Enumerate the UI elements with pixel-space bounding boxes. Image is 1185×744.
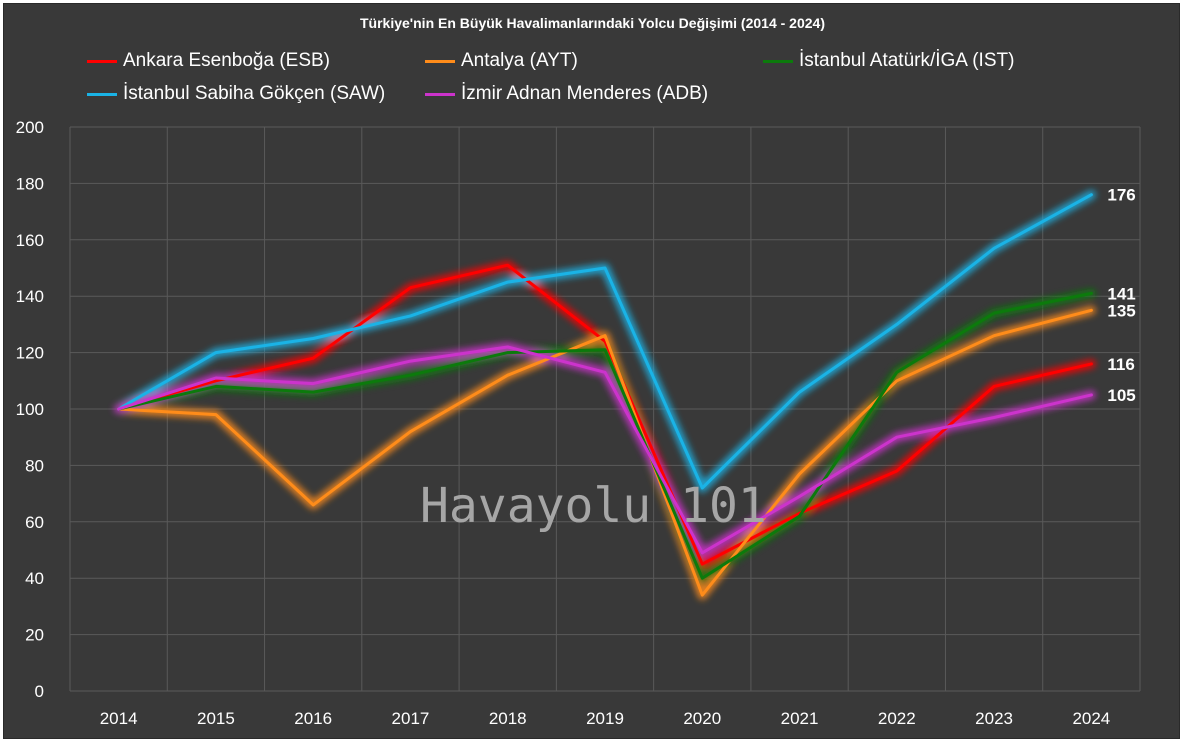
legend-swatch-ayt — [425, 59, 455, 63]
x-tick-label: 2021 — [781, 709, 819, 728]
legend-label-ist: İstanbul Atatürk/İGA (IST) — [799, 50, 1015, 71]
legend-label-ayt: Antalya (AYT) — [461, 50, 578, 71]
legend-swatch-esb — [87, 59, 117, 63]
x-axis-ticks: 2014 2015 2016 2017 2018 2019 2020 2021 2022 2023… — [100, 709, 1111, 728]
x-tick-label: 2020 — [683, 709, 721, 728]
x-tick-label: 2019 — [586, 709, 624, 728]
y-tick-label: 20 — [25, 626, 44, 645]
legend-swatch-ist — [763, 59, 793, 63]
x-tick-label: 2024 — [1072, 709, 1110, 728]
y-tick-label: 120 — [16, 344, 44, 363]
y-tick-label: 180 — [16, 174, 44, 193]
y-tick-label: 100 — [16, 400, 44, 419]
series-lines — [117, 193, 1093, 597]
y-tick-label: 40 — [25, 569, 44, 588]
y-axis-ticks: 0 20 40 60 80 100 120 140 160 180 200 — [16, 118, 44, 701]
series-line-2 — [117, 291, 1093, 580]
y-tick-label: 140 — [16, 287, 44, 306]
legend-swatch-adb — [425, 92, 455, 96]
end-label-2: 141 — [1107, 284, 1135, 303]
series-line-3 — [117, 193, 1093, 490]
end-label-3: 176 — [1107, 186, 1135, 205]
x-tick-label: 2016 — [294, 709, 332, 728]
end-label-4: 105 — [1107, 386, 1135, 405]
legend-item-saw: İstanbul Sabiha Gökçen (SAW) — [87, 81, 385, 107]
y-tick-label: 200 — [16, 118, 44, 137]
y-tick-label: 80 — [25, 456, 44, 475]
y-tick-label: 160 — [16, 231, 44, 250]
legend-swatch-saw — [87, 92, 117, 96]
gridlines — [69, 126, 1141, 692]
end-label-0: 116 — [1107, 355, 1134, 374]
y-tick-label: 0 — [35, 682, 44, 701]
legend-label-esb: Ankara Esenboğa (ESB) — [123, 50, 331, 71]
y-tick-label: 60 — [25, 513, 44, 532]
legend-item-ist: İstanbul Atatürk/İGA (IST) — [763, 48, 1014, 74]
legend-label-adb: İzmir Adnan Menderes (ADB) — [461, 83, 709, 104]
series-line-4 — [117, 345, 1093, 555]
series-line-1 — [117, 308, 1093, 597]
legend-item-adb: İzmir Adnan Menderes (ADB) — [425, 81, 708, 107]
end-label-1: 135 — [1107, 301, 1135, 320]
x-tick-label: 2017 — [392, 709, 430, 728]
legend-item-ayt: Antalya (AYT) — [425, 48, 578, 74]
legend-label-saw: İstanbul Sabiha Gökçen (SAW) — [123, 83, 386, 104]
legend-item-esb: Ankara Esenboğa (ESB) — [87, 48, 330, 74]
legend: Ankara Esenboğa (ESB) Antalya (AYT) İsta… — [0, 0, 1185, 120]
x-tick-label: 2014 — [100, 709, 138, 728]
x-tick-label: 2015 — [197, 709, 235, 728]
x-tick-label: 2023 — [975, 709, 1013, 728]
chart-title: Türkiye'nin En Büyük Havalimanlarındaki … — [360, 15, 825, 31]
x-tick-label: 2022 — [878, 709, 916, 728]
x-tick-label: 2018 — [489, 709, 527, 728]
series-line-0 — [117, 263, 1093, 566]
